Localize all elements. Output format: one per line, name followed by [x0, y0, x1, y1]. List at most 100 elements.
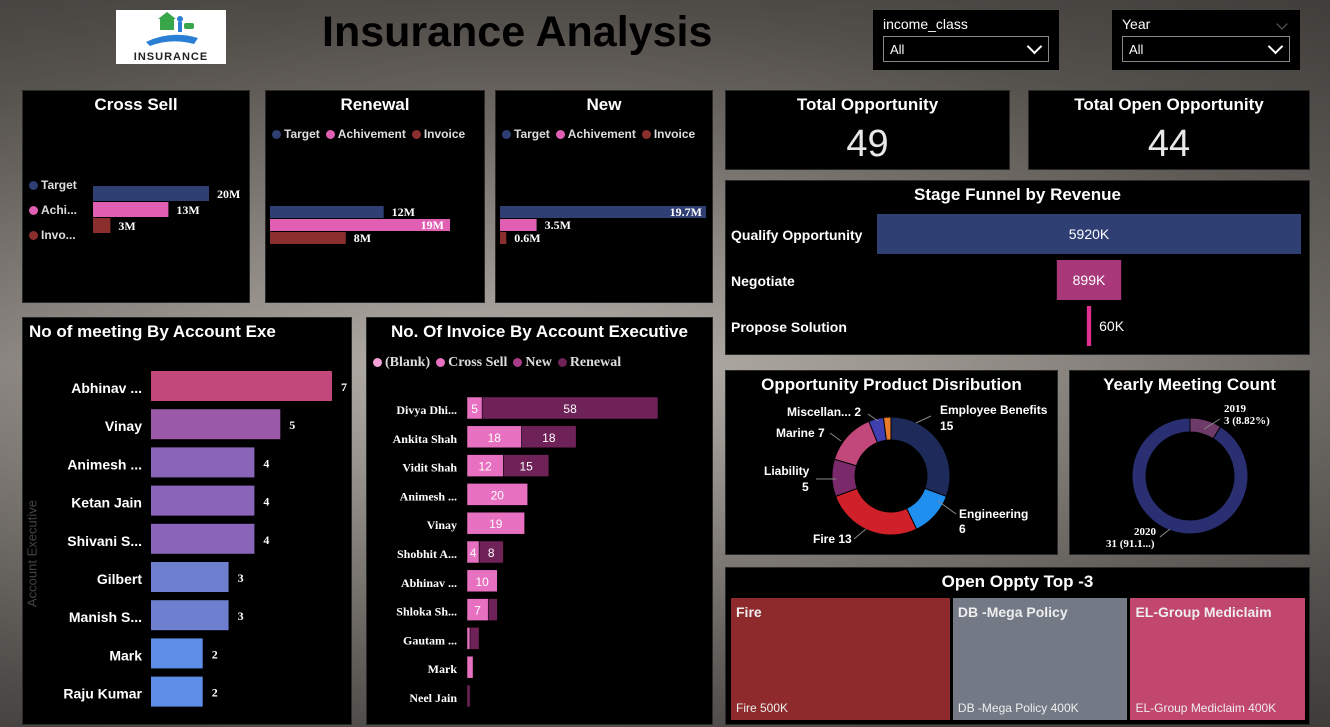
- donut-data-label: Fire 13: [813, 532, 852, 546]
- meetings-panel: No of meeting By Account Exe Account Exe…: [22, 317, 352, 725]
- bar-segment: [478, 540, 504, 564]
- renewal-panel: Renewal Target Achivement Invoice 12M 19M 8M: [265, 90, 485, 303]
- bar-segment: [466, 684, 471, 708]
- category-label: Raju Kumar: [63, 686, 142, 702]
- stage-funnel-chart: Qualify Opportunity 5920K Negotiate 899K Pro…: [731, 214, 1301, 346]
- bar-target: [93, 186, 209, 201]
- leader-line: [1203, 418, 1221, 430]
- bar-value-label: 3M: [118, 219, 135, 233]
- bar-value-label: 0.6M: [514, 231, 540, 245]
- bar: [151, 447, 255, 478]
- bar-value-label: 4: [263, 495, 269, 509]
- invoice-panel: No. Of Invoice By Account Executive (Bla…: [366, 317, 713, 725]
- funnel-bar: [1086, 306, 1092, 346]
- bar-segment: [466, 655, 474, 679]
- donut-data-label: 6: [959, 522, 966, 536]
- funnel-bar: [877, 214, 1301, 254]
- category-label: Manish S...: [69, 609, 142, 625]
- bar-invoice: [500, 232, 507, 244]
- treemap-value-label: EL-Group Mediclaim 400K: [1135, 701, 1277, 715]
- panel-title: Cross Sell: [94, 95, 178, 114]
- category-label: Animesh ...: [67, 456, 142, 472]
- category-label: Neel Jain: [409, 691, 457, 705]
- leader-line: [867, 413, 879, 422]
- category-label: Gilbert: [97, 571, 142, 587]
- category-label: Gautam ...: [403, 633, 457, 647]
- category-label: Vidit Shah: [402, 461, 457, 475]
- segment-value-label: 4: [470, 546, 477, 560]
- cross-sell-bar-chart: 20M 13M 3M: [93, 186, 240, 233]
- slicer-value: All: [890, 42, 905, 57]
- category-label: Abhinav ...: [401, 576, 457, 590]
- segment-value-label: 15: [519, 460, 533, 474]
- leader-line: [1159, 528, 1171, 538]
- bar-value-label: 12M: [392, 206, 415, 219]
- panel-title: Yearly Meeting Count: [1103, 375, 1276, 394]
- treemap-cell[interactable]: Fire Fire 500K: [730, 597, 951, 721]
- funnel-value-label: 899K: [1073, 272, 1106, 288]
- bar-value-label: 3: [238, 609, 244, 623]
- panel-title: No. Of Invoice By Account Executive: [391, 322, 688, 341]
- category-label: Vinay: [427, 518, 457, 532]
- donut-slice: [834, 487, 918, 536]
- treemap-category-label: Fire: [736, 604, 762, 620]
- segment-value-label: 19: [489, 517, 503, 531]
- category-label: Mark: [428, 662, 458, 676]
- chart-legend: (Blank) Cross Sell New Renewal: [373, 355, 627, 371]
- bar-value-label: 5: [289, 418, 295, 432]
- product-distribution-panel: Opportunity Product Disribution Employee…: [725, 370, 1058, 555]
- donut-data-label: 3 (8.82%): [1224, 415, 1270, 427]
- donut-data-label: Marine 7: [776, 426, 825, 440]
- year-dropdown[interactable]: All: [1122, 36, 1290, 62]
- bar-value-label: 19.7M: [670, 206, 702, 219]
- funnel-bar: [1056, 260, 1122, 300]
- leader-line: [937, 500, 957, 515]
- income-class-dropdown[interactable]: All: [883, 36, 1049, 62]
- year-slicer[interactable]: Year All: [1112, 10, 1300, 70]
- income-class-slicer[interactable]: income_class All: [873, 10, 1059, 70]
- treemap-cell[interactable]: EL-Group Mediclaim EL-Group Mediclaim 400…: [1129, 597, 1306, 721]
- stage-funnel-panel: Stage Funnel by Revenue Qualify Opportun…: [725, 180, 1310, 355]
- logo-icon: [146, 12, 198, 46]
- new-panel: New Target Achivement Invoice 19.7M 3.5M 0.6…: [495, 90, 713, 303]
- logo-text: INSURANCE: [133, 51, 209, 63]
- stage-label: Qualify Opportunity: [731, 227, 863, 243]
- category-label: Animesh ...: [400, 489, 457, 503]
- invoice-stacked-bar-chart: Divya Dhi... 5 58 Ankita Shah 18 18 Vidit Shah…: [393, 396, 659, 708]
- bar-segment: [466, 483, 528, 506]
- bar-target: [270, 206, 384, 218]
- cross-sell-panel: Cross Sell Target Achi... Invo... 20M 13M…: [22, 90, 250, 303]
- donut-data-label: 2020: [1134, 526, 1157, 538]
- leader-line: [829, 432, 842, 442]
- bar-value-label: 13M: [176, 203, 199, 217]
- category-label: Shivani S...: [67, 533, 142, 549]
- bar-segment: [466, 627, 471, 650]
- donut-data-label: Liability: [764, 464, 810, 478]
- treemap-value-label: DB -Mega Policy 400K: [957, 701, 1079, 715]
- treemap: Fire Fire 500K DB -Mega Policy DB -Mega Pol…: [730, 597, 1307, 721]
- segment-value-label: 18: [488, 431, 502, 445]
- donut-data-label: 2019: [1224, 403, 1247, 415]
- bar-value-label: 2: [212, 647, 218, 661]
- bar: [151, 676, 203, 707]
- donut-slice: [1131, 417, 1249, 535]
- bar-value-label: 3.5M: [545, 218, 571, 232]
- treemap-cell[interactable]: DB -Mega Policy DB -Mega Policy 400K: [951, 597, 1129, 721]
- legend-item-invoice: Invo...: [29, 228, 76, 242]
- chevron-down-icon: [1267, 38, 1284, 55]
- slicer-label: Year: [1122, 16, 1151, 32]
- leader-line: [915, 415, 932, 424]
- bar: [151, 409, 281, 440]
- kpi-card-total-open-opportunity: Total Open Opportunity 44: [1028, 90, 1310, 170]
- logo: INSURANCE: [116, 10, 226, 64]
- treemap-category-label: EL-Group Mediclaim: [1135, 604, 1272, 620]
- legend-item: (Blank): [373, 355, 430, 370]
- chevron-down-icon: [1276, 18, 1288, 30]
- category-label: Shloka Sh...: [396, 605, 457, 619]
- kpi-title: Total Opportunity: [796, 95, 939, 114]
- funnel-value-label: 60K: [1099, 318, 1125, 334]
- bar-segment: [466, 569, 498, 593]
- panel-title: Open Oppty Top -3: [941, 572, 1094, 591]
- legend-item-achievement: Achi...: [29, 203, 77, 217]
